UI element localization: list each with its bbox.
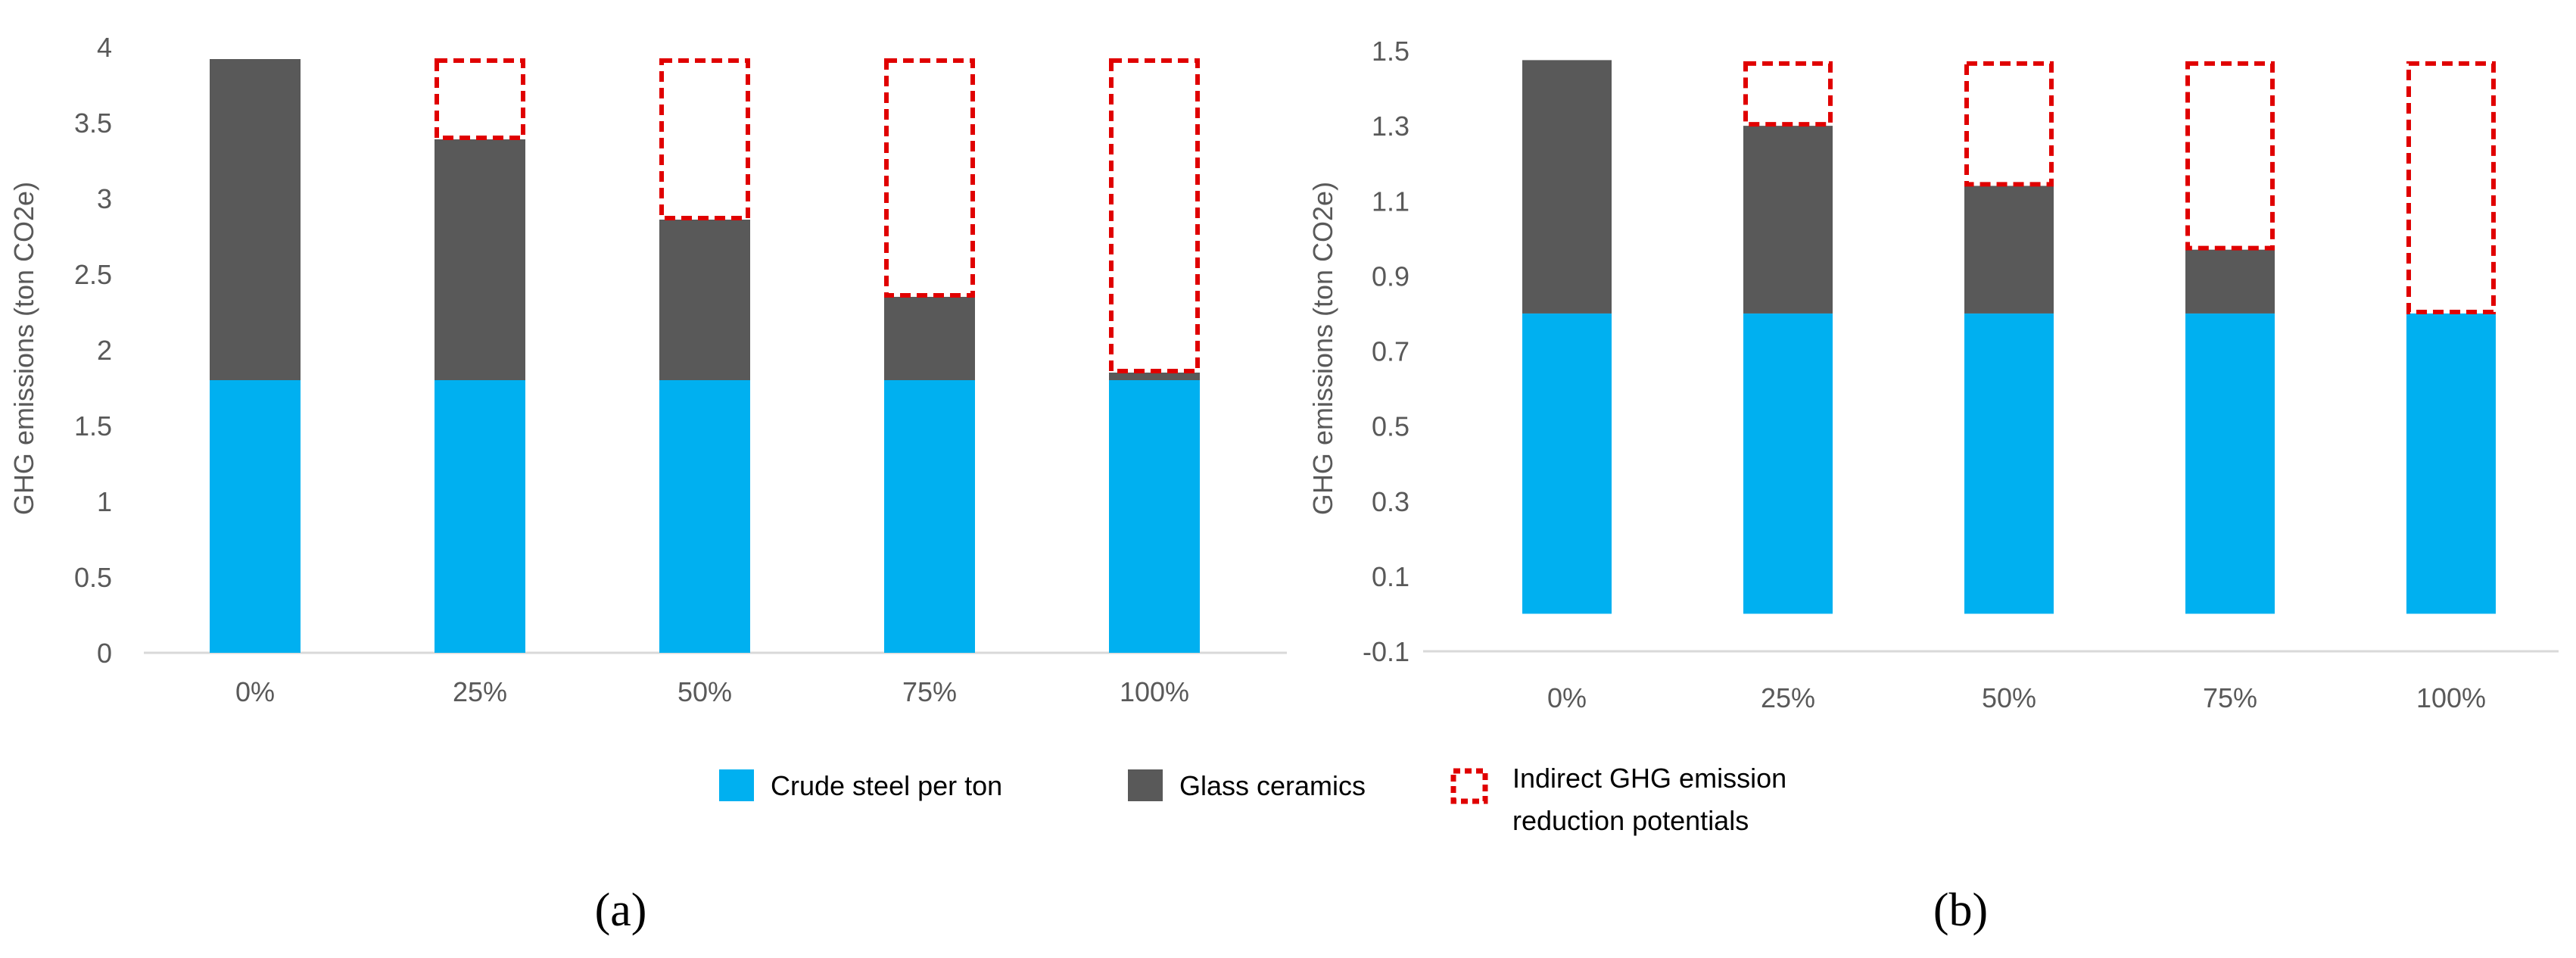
bar-crude-steel <box>1522 313 1612 614</box>
bar-indirect-reduction <box>2406 61 2496 314</box>
bar-crude-steel <box>2406 313 2496 614</box>
x-tick-label: 100% <box>1120 676 1189 707</box>
y-tick-label: 0.3 <box>1372 486 1409 517</box>
bar-crude-steel <box>2185 313 2275 614</box>
y-tick-label: 2.5 <box>74 259 112 290</box>
bar-glass-ceramics <box>2185 249 2275 314</box>
bar-glass-ceramics <box>659 220 750 380</box>
y-tick-label: 1.5 <box>1372 36 1409 67</box>
x-tick-label: 75% <box>2203 682 2257 713</box>
bar-indirect-reduction <box>1109 58 1200 373</box>
bar-crude-steel <box>210 380 301 653</box>
bars-a <box>210 58 1200 653</box>
y-tick-label: 0.7 <box>1372 336 1409 367</box>
y-tick-label: 0.5 <box>74 562 112 593</box>
bar-indirect-reduction <box>884 58 975 298</box>
bar-crude-steel <box>1109 380 1200 653</box>
bar-glass-ceramics <box>884 297 975 380</box>
x-tick-label: 25% <box>453 676 507 707</box>
panel-label-b: (b) <box>1933 885 1988 936</box>
y-tick-label: 3 <box>97 183 112 214</box>
bar-crude-steel <box>1964 313 2054 614</box>
x-tick-labels-b: 0% 25% 50% 75% 100% <box>1547 682 2486 713</box>
legend-label-indirect-line2: reduction potentials <box>1512 805 1749 836</box>
bar-glass-ceramics <box>1522 60 1612 314</box>
x-tick-label: 0% <box>1547 682 1587 713</box>
y-tick-label: 1.5 <box>74 410 112 442</box>
y-tick-label: 3.5 <box>74 108 112 139</box>
x-tick-label: 75% <box>902 676 957 707</box>
bar-glass-ceramics <box>1743 126 1833 314</box>
bar-glass-ceramics <box>1109 373 1200 380</box>
bar-indirect-reduction <box>659 58 750 220</box>
bar-indirect-reduction <box>2185 61 2275 251</box>
x-tick-label: 25% <box>1761 682 1815 713</box>
bar-indirect-reduction <box>1964 61 2054 187</box>
bar-crude-steel <box>1743 313 1833 614</box>
y-tick-label: 1 <box>97 486 112 517</box>
y-tick-label: 4 <box>97 32 112 63</box>
bar-glass-ceramics <box>1964 186 2054 314</box>
bar-crude-steel <box>659 380 750 653</box>
legend-label-indirect-line1: Indirect GHG emission <box>1512 763 1786 794</box>
x-tick-label: 100% <box>2416 682 2486 713</box>
legend-swatch-glass <box>1128 769 1163 801</box>
y-tick-label: 2 <box>97 335 112 366</box>
bar-crude-steel <box>884 380 975 653</box>
y-axis-title-b: GHG emissions (ton CO2e) <box>1307 182 1338 515</box>
x-tick-label: 0% <box>235 676 275 707</box>
legend-label-steel: Crude steel per ton <box>771 770 1002 801</box>
y-tick-labels-b: -0.1 0.1 0.3 0.5 0.7 0.9 1.1 1.3 1.5 <box>1363 36 1409 667</box>
y-tick-labels-a: 0 0.5 1 1.5 2 2.5 3 3.5 4 <box>74 32 112 669</box>
panel-label-a: (a) <box>595 885 647 936</box>
bars-b <box>1522 60 2496 614</box>
bar-glass-ceramics <box>210 59 301 380</box>
legend: Crude steel per ton Glass ceramics Indir… <box>719 763 1786 836</box>
legend-label-glass: Glass ceramics <box>1179 770 1366 801</box>
y-tick-label: 0.9 <box>1372 261 1409 292</box>
x-tick-label: 50% <box>677 676 732 707</box>
chart-a: GHG emissions (ton CO2e) 0 0.5 1 1.5 2 2.5 3 3.… <box>8 32 1287 936</box>
bar-glass-ceramics <box>435 139 525 380</box>
y-tick-label: 0.5 <box>1372 411 1409 442</box>
y-tick-label: -0.1 <box>1363 636 1409 667</box>
bar-indirect-reduction <box>1743 61 1833 127</box>
y-tick-label: 0.1 <box>1372 561 1409 592</box>
bar-crude-steel <box>435 380 525 653</box>
y-axis-title-a: GHG emissions (ton CO2e) <box>8 182 39 515</box>
bar-indirect-reduction <box>435 58 525 140</box>
x-tick-labels-a: 0% 25% 50% 75% 100% <box>235 676 1189 707</box>
y-tick-label: 0 <box>97 638 112 669</box>
y-tick-label: 1.3 <box>1372 111 1409 142</box>
legend-swatch-steel <box>719 769 754 801</box>
y-tick-label: 1.1 <box>1372 186 1409 217</box>
chart-b: GHG emissions (ton CO2e) -0.1 0.1 0.3 0.5 0.… <box>1307 36 2559 936</box>
x-tick-label: 50% <box>1982 682 2036 713</box>
legend-swatch-indirect <box>1450 768 1488 804</box>
